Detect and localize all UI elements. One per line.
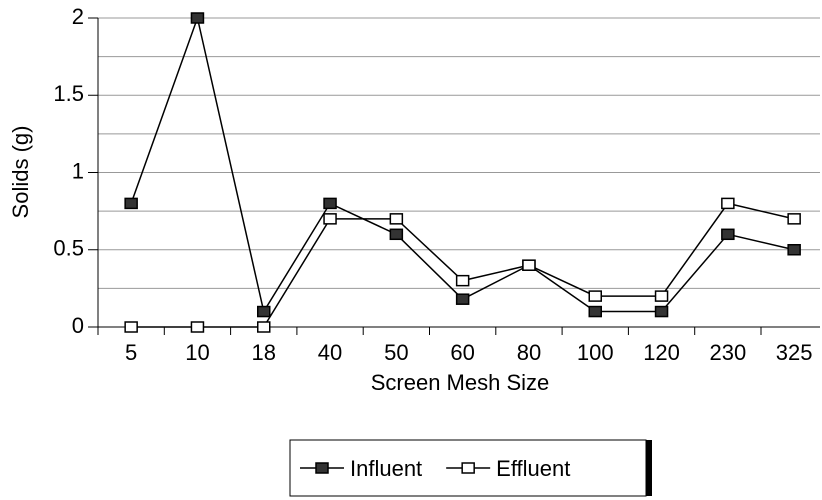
point bbox=[389, 228, 404, 241]
x-tick-label: 325 bbox=[776, 340, 813, 365]
point bbox=[389, 213, 404, 225]
x-tick-label: 18 bbox=[252, 340, 276, 365]
y-axis-title: Solids (g) bbox=[8, 126, 33, 219]
x-tick-label: 60 bbox=[450, 340, 474, 365]
x-tick-label: 80 bbox=[517, 340, 541, 365]
x-tick-label: 50 bbox=[384, 340, 408, 365]
point bbox=[588, 305, 602, 318]
point bbox=[654, 305, 669, 318]
point bbox=[721, 197, 735, 210]
point bbox=[190, 12, 205, 24]
series-line bbox=[131, 202, 795, 328]
point bbox=[323, 197, 337, 210]
point bbox=[257, 321, 271, 333]
point bbox=[654, 290, 669, 302]
legend-label: Influent bbox=[350, 456, 422, 481]
point bbox=[257, 305, 271, 318]
point bbox=[721, 228, 735, 241]
legend-marker bbox=[315, 462, 329, 474]
point bbox=[455, 274, 470, 287]
x-tick-label: 40 bbox=[318, 340, 342, 365]
point bbox=[787, 213, 801, 225]
legend-marker bbox=[461, 462, 475, 474]
x-axis-title: Screen Mesh Size bbox=[371, 370, 550, 395]
point bbox=[455, 293, 470, 305]
point bbox=[787, 244, 801, 256]
point bbox=[522, 259, 536, 271]
point bbox=[124, 321, 138, 333]
x-tick-label: 100 bbox=[577, 340, 614, 365]
point bbox=[124, 197, 138, 210]
point bbox=[323, 213, 337, 225]
y-tick-label: 1.5 bbox=[53, 81, 84, 106]
x-tick-label: 230 bbox=[709, 340, 746, 365]
x-tick-label: 120 bbox=[643, 340, 680, 365]
point bbox=[190, 321, 205, 333]
y-tick-label: 1 bbox=[72, 158, 84, 183]
y-tick-label: 0 bbox=[72, 313, 84, 338]
y-tick-label: 0.5 bbox=[53, 236, 84, 261]
x-tick-label: 10 bbox=[185, 340, 209, 365]
legend-label: Effluent bbox=[496, 456, 570, 481]
y-tick-label: 2 bbox=[72, 4, 84, 29]
series-line bbox=[130, 15, 795, 314]
point bbox=[588, 290, 602, 302]
x-tick-label: 5 bbox=[125, 340, 137, 365]
